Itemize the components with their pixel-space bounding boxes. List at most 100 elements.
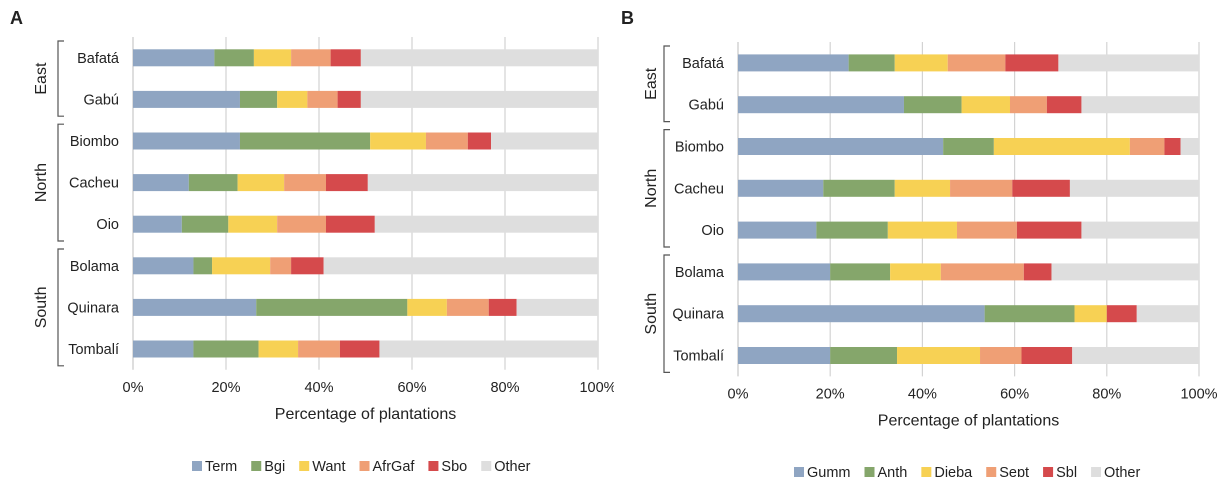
a-x-tick-label: 80% (490, 380, 519, 396)
a-bar-biombo-afrgaf (425, 132, 468, 150)
a-legend-swatch-other (481, 461, 492, 471)
b-bar-tombali-anth (830, 347, 898, 364)
b-bar-oio-gumm (738, 221, 817, 239)
a-bar-tombali-bgi (193, 340, 259, 358)
a-bar-gabu-sbo (337, 90, 361, 108)
a-legend-swatch-want (299, 461, 310, 471)
b-bar-quinara-sbl (1106, 305, 1137, 323)
a-bar-biombo-sbo (467, 132, 492, 150)
b-x-tick-label: 20% (816, 386, 845, 402)
a-bar-bolama-bgi (193, 257, 213, 275)
b-bar-oio-dieba (887, 221, 957, 239)
b-legend-swatch-gumm (794, 467, 804, 477)
a-legend-swatch-term (192, 461, 202, 471)
b-bar-bafata-gumm (738, 54, 849, 72)
a-group-label-south: South (33, 286, 50, 328)
b-legend-swatch-anth (864, 467, 875, 477)
a-bar-quinara-want (407, 298, 447, 316)
a-group-bracket-east (57, 40, 64, 117)
a-bar-cacheu-want (237, 174, 285, 192)
b-group-bracket-east (663, 45, 670, 123)
a-category-label-gabu: Gabú (84, 92, 119, 108)
b-x-tick-label: 80% (1092, 386, 1121, 402)
a-bar-biombo-other (491, 132, 598, 150)
a-category-label-biombo: Biombo (70, 134, 119, 150)
a-bar-tombali-term (133, 340, 194, 358)
b-bar-bafata-sbl (1005, 54, 1059, 72)
a-group-bracket-north (57, 123, 64, 242)
b-bar-cacheu-sept (950, 179, 1013, 197)
a-bar-bafata-other (360, 49, 598, 67)
b-bar-tombali-dieba (897, 347, 981, 364)
b-bar-cacheu-other (1069, 179, 1199, 197)
a-legend-label-other: Other (494, 459, 530, 475)
a-bar-gabu-want (277, 90, 308, 108)
b-x-axis-title: Percentage of plantations (878, 412, 1059, 429)
b-x-tick-label: 0% (728, 386, 749, 402)
b-legend-label-anth: Anth (878, 465, 908, 477)
a-bar-cacheu-sbo (325, 174, 368, 192)
a-bar-bafata-bgi (214, 49, 254, 67)
b-bar-tombali-sbl (1021, 347, 1073, 364)
a-bar-quinara-term (133, 298, 257, 316)
a-category-label-cacheu: Cacheu (69, 176, 119, 192)
b-legend-label-gumm: Gumm (807, 465, 851, 477)
a-x-axis-title: Percentage of plantations (275, 406, 456, 423)
a-bar-oio-term (133, 215, 182, 233)
a-bar-bafata-want (253, 49, 292, 67)
b-bar-gabu-gumm (738, 96, 904, 114)
a-bar-tombali-want (258, 340, 299, 358)
a-bar-quinara-bgi (256, 298, 408, 316)
a-legend-swatch-bgi (251, 461, 262, 471)
a-bar-gabu-other (360, 90, 598, 108)
b-bar-oio-anth (816, 221, 888, 239)
b-bar-gabu-anth (903, 96, 962, 114)
b-bar-biombo-anth (943, 138, 994, 155)
b-bar-tombali-gumm (738, 347, 831, 364)
b-bar-cacheu-gumm (738, 179, 824, 197)
b-x-tick-label: 60% (1000, 386, 1029, 402)
a-bar-gabu-bgi (239, 90, 278, 108)
b-group-label-east: East (643, 67, 660, 100)
a-bar-bolama-sbo (291, 257, 324, 275)
b-bar-quinara-other (1136, 305, 1199, 323)
a-bar-oio-sbo (325, 215, 375, 233)
a-bar-bafata-term (133, 49, 215, 67)
a-bar-biombo-want (370, 132, 426, 150)
a-legend-swatch-sbo (428, 461, 439, 471)
b-legend-label-dieba: Dieba (934, 465, 973, 477)
b-x-tick-label: 100% (1180, 386, 1217, 402)
b-bar-quinara-anth (984, 305, 1075, 323)
b-bar-bafata-sept (947, 54, 1006, 72)
b-category-label-cacheu: Cacheu (674, 181, 724, 197)
a-bar-quinara-other (516, 298, 598, 316)
b-legend-swatch-sbl (1043, 467, 1054, 477)
a-bar-biombo-bgi (239, 132, 371, 150)
b-category-label-tombali: Tombalí (673, 349, 724, 365)
b-group-label-south: South (643, 293, 660, 335)
b-group-label-north: North (643, 169, 660, 208)
b-legend-label-sept: Sept (999, 465, 1029, 477)
a-x-tick-label: 60% (397, 380, 426, 396)
b-bar-cacheu-dieba (894, 179, 951, 197)
a-group-label-north: North (33, 163, 50, 202)
a-bar-bolama-afrgaf (270, 257, 292, 275)
a-bar-tombali-sbo (339, 340, 380, 358)
b-bar-biombo-sept (1129, 138, 1165, 155)
a-bar-cacheu-bgi (188, 174, 238, 192)
a-x-tick-label: 40% (304, 380, 333, 396)
a-bar-gabu-term (133, 90, 240, 108)
a-category-label-quinara: Quinara (67, 300, 120, 316)
a-legend-swatch-afrgaf (359, 461, 370, 471)
b-bar-bafata-other (1058, 54, 1199, 72)
a-group-bracket-south (57, 248, 64, 367)
a-bar-bafata-afrgaf (291, 49, 331, 67)
b-category-label-gabu: Gabú (689, 98, 724, 114)
a-category-label-bolama: Bolama (70, 259, 120, 275)
b-group-bracket-south (663, 254, 670, 373)
b-bar-oio-sept (956, 221, 1017, 239)
chart-a: 0% 20% 40% 60% 80% 100% Bafatá Gabú Biombo Cacheu… (33, 37, 614, 475)
a-bar-oio-bgi (181, 215, 229, 233)
b-legend-swatch-other (1091, 467, 1102, 477)
